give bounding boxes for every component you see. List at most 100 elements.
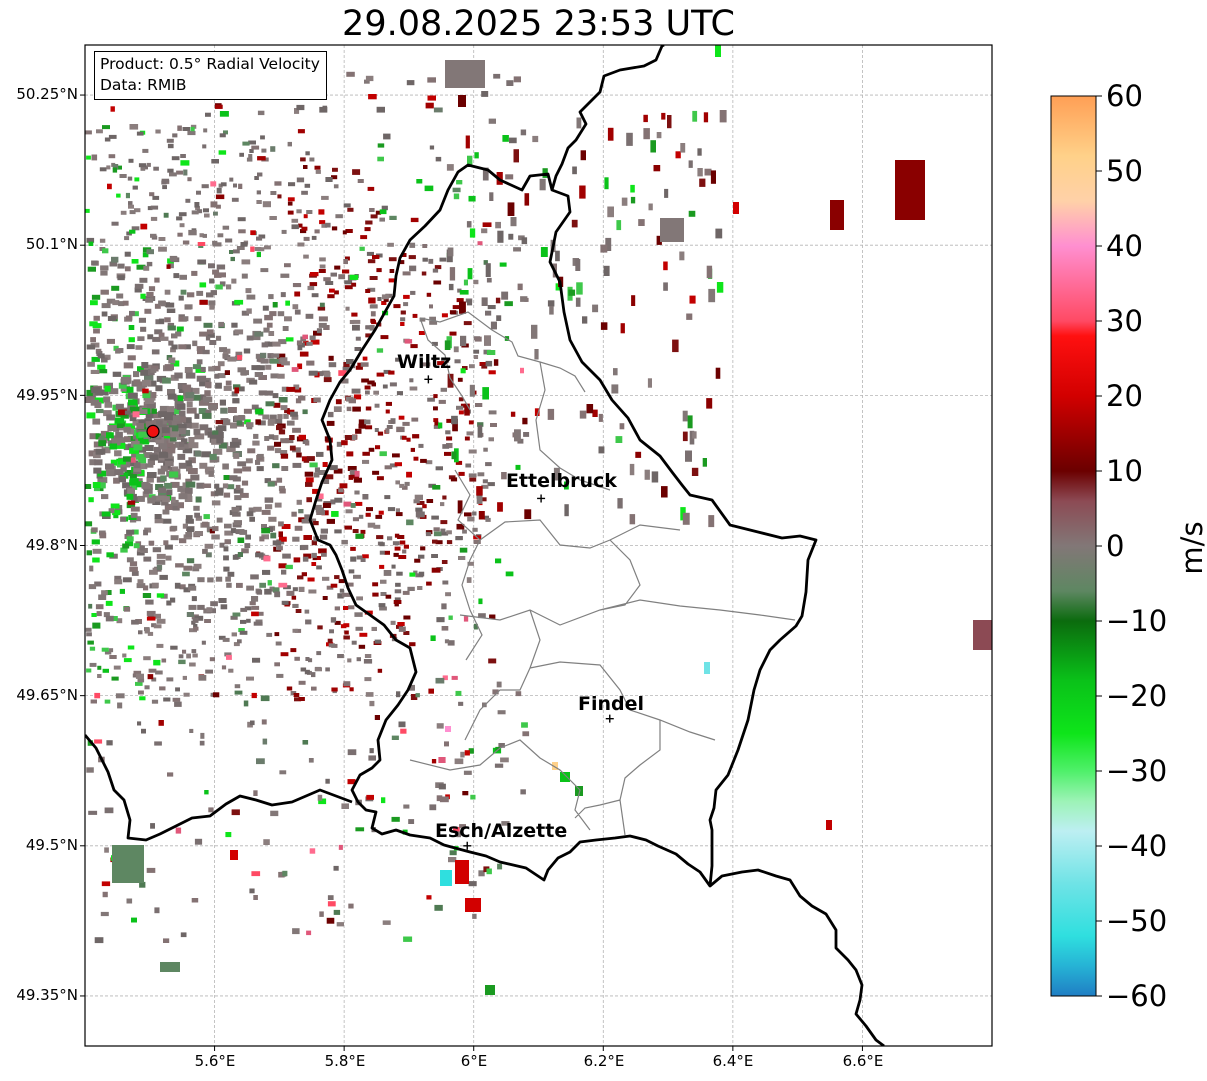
echo-cell: [281, 466, 289, 471]
echo-cell: [473, 279, 479, 285]
echo-cell: [266, 322, 273, 328]
echo-cell: [204, 619, 211, 623]
echo-cell: [183, 692, 190, 697]
echo-cell: [322, 105, 328, 112]
echo-cell: [402, 590, 410, 595]
echo-cell: [85, 627, 92, 632]
echo-cell: [196, 290, 204, 296]
echo-cell: [199, 740, 205, 746]
echo-cell: [318, 269, 326, 273]
echo-cell: [385, 401, 392, 406]
echo-cell: [475, 403, 483, 407]
echo-cell: [330, 583, 338, 588]
echo-cell: [629, 514, 636, 525]
echo-cell: [409, 642, 416, 647]
echo-cell: [180, 289, 187, 295]
echo-cell: [234, 387, 240, 394]
echo-cell: [169, 256, 178, 261]
echo-cell: [94, 402, 102, 408]
echo-cell: [118, 476, 126, 483]
echo-cell: [274, 632, 280, 637]
echo-cell: [118, 301, 125, 307]
echo-cell: [291, 224, 299, 230]
echo-cell: [347, 582, 354, 587]
echo-cell: [706, 265, 713, 279]
echo-cell: [225, 576, 231, 582]
echo-cell: [432, 539, 438, 544]
echo-cell: [184, 304, 192, 310]
echo-cell: [334, 575, 340, 580]
echo-cell: [250, 574, 259, 580]
echo-cell: [124, 251, 131, 257]
echo-cell: [643, 114, 648, 123]
echo-cell: [446, 540, 453, 545]
echo-cell: [181, 438, 188, 445]
echo-cell: [110, 503, 120, 509]
echo-cell: [140, 326, 147, 332]
echo-cell: [281, 386, 289, 392]
echo-cell: [651, 471, 659, 483]
echo-cell: [342, 366, 352, 372]
echo-cell: [153, 166, 159, 171]
echo-cell: [441, 603, 447, 610]
echo-cell: [321, 552, 327, 557]
echo-cell: [146, 249, 154, 255]
echo-cell: [186, 653, 191, 659]
echo-cell: [190, 474, 200, 481]
echo-cell: [457, 377, 463, 382]
echo-cell: [165, 302, 175, 308]
echo-cell: [360, 235, 368, 240]
echo-cell: [523, 432, 530, 437]
echo-cell: [214, 490, 224, 496]
echo-cell: [446, 436, 453, 441]
echo-cell: [449, 310, 457, 315]
colorbar-unit-label: m/s: [1175, 521, 1207, 575]
echo-cell: [102, 125, 110, 130]
echo-cell: [262, 414, 270, 420]
echo-cell: [198, 675, 207, 681]
echo-cell: [166, 447, 176, 454]
echo-cell: [296, 177, 305, 183]
echo-cell: [367, 380, 375, 385]
echo-cell: [264, 245, 271, 250]
echo-cell: [90, 337, 96, 343]
echo-cell: [119, 174, 127, 178]
echo-cell: [351, 388, 361, 394]
echo-cell: [86, 155, 91, 160]
city-marker: [537, 494, 546, 503]
echo-cell: [358, 419, 367, 425]
echo-cell: [91, 154, 98, 161]
echo-cell: [103, 396, 111, 403]
echo-cell: [185, 487, 193, 494]
echo-cell: [374, 403, 380, 408]
echo-cell: [204, 790, 209, 795]
echo-cell: [216, 437, 224, 444]
echo-cell: [298, 586, 305, 592]
echo-cell: [262, 201, 271, 208]
echo-cell: [348, 569, 355, 574]
echo-cell: [147, 380, 157, 387]
echo-cell: [154, 518, 164, 524]
echo-cell: [156, 593, 165, 598]
echo-cell: [457, 288, 462, 293]
echo-cell: [125, 315, 133, 321]
echo-cell: [117, 275, 125, 281]
echo-cell: [137, 495, 145, 502]
echo-cell: [133, 670, 142, 677]
echo-cell: [201, 640, 206, 645]
echo-cell: [91, 294, 101, 300]
echo-cell: [176, 326, 184, 332]
echo-cell: [93, 315, 100, 321]
echo-cell: [435, 677, 445, 684]
echo-cell: [223, 555, 229, 561]
echo-cell: [232, 398, 240, 404]
echo-cell: [338, 487, 344, 493]
echo-cell: [125, 423, 136, 430]
echo-cell: [344, 285, 353, 290]
echo-cell: [139, 881, 146, 888]
echo-cell: [167, 322, 175, 328]
echo-cell: [161, 336, 169, 341]
echo-cell: [318, 322, 327, 328]
echo-cell: [326, 585, 334, 590]
echo-cell: [187, 527, 194, 532]
